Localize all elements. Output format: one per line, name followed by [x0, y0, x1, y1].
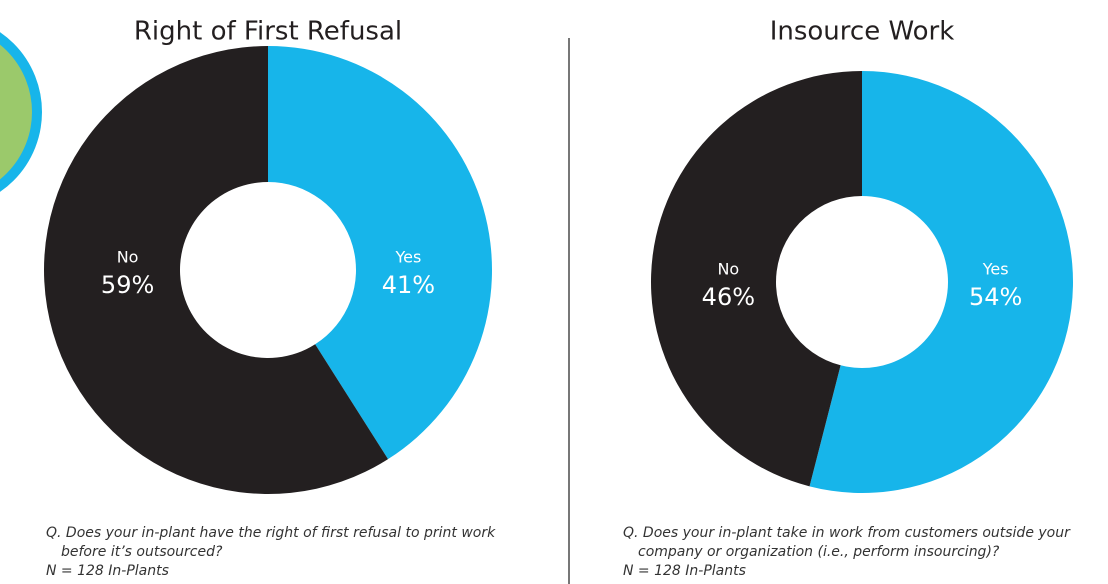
- caption: Q. Does your in-plant take in work from …: [623, 525, 1071, 541]
- chart-title: Right of First Refusal: [134, 17, 402, 47]
- slice-category: No: [717, 260, 739, 279]
- slice-category: No: [117, 248, 139, 267]
- slice-label: 54%: [969, 283, 1022, 311]
- caption: before it’s outsourced?: [61, 544, 223, 560]
- slice-label: 59%: [101, 271, 154, 299]
- caption: Q. Does your in-plant have the right of …: [46, 525, 496, 541]
- slice-category: Yes: [982, 260, 1009, 279]
- donut-slice: [650, 71, 862, 487]
- donut-slice: [809, 71, 1073, 493]
- slice-label: 41%: [382, 271, 435, 299]
- sample-size: N = 128 In-Plants: [46, 563, 169, 579]
- caption: company or organization (i.e., perform i…: [638, 544, 1000, 560]
- decor-circle: [0, 32, 42, 192]
- sample-size: N = 128 In-Plants: [623, 563, 746, 579]
- donut-slice: [44, 46, 389, 494]
- donut-slice: [268, 45, 493, 460]
- slice-label: 46%: [702, 283, 755, 311]
- chart-title: Insource Work: [770, 17, 955, 47]
- slice-category: Yes: [394, 248, 421, 267]
